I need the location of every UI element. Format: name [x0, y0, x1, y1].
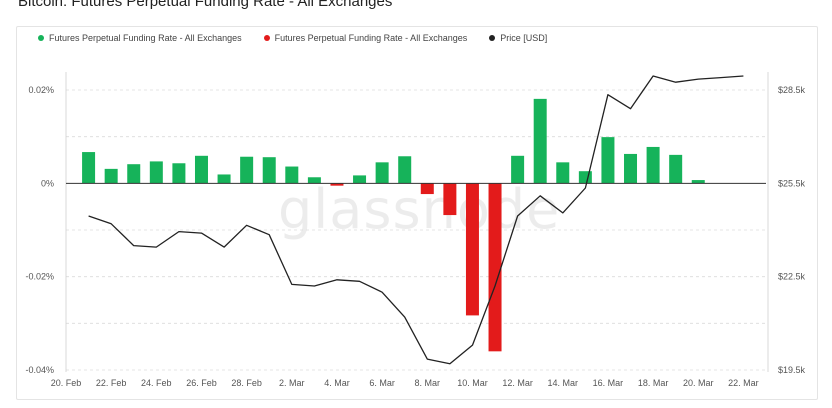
funding-bar-negative: [465, 183, 479, 316]
x-tick-label: 26. Feb: [186, 378, 217, 388]
legend-label: Price [USD]: [500, 33, 548, 43]
legend-item-negative-funding[interactable]: Futures Perpetual Funding Rate - All Exc…: [263, 33, 468, 43]
funding-bar-positive: [646, 146, 660, 184]
funding-bar-positive: [104, 168, 118, 184]
y-right-tick-label: $22.5k: [778, 272, 806, 282]
legend-item-price[interactable]: Price [USD]: [489, 33, 547, 43]
funding-bar-positive: [307, 177, 321, 184]
funding-bar-positive: [149, 161, 163, 184]
x-tick-label: 24. Feb: [141, 378, 172, 388]
funding-bar-positive: [194, 155, 208, 184]
legend-label: Futures Perpetual Funding Rate - All Exc…: [49, 33, 242, 43]
chart-legend: Futures Perpetual Funding Rate - All Exc…: [38, 33, 547, 43]
legend-marker-red: [263, 35, 270, 41]
funding-bar-positive: [240, 156, 254, 184]
funding-bar-positive: [375, 162, 389, 184]
x-tick-label: 22. Mar: [728, 378, 759, 388]
funding-bar-negative: [420, 183, 434, 195]
funding-bar-positive: [172, 163, 186, 184]
y-left-tick-label: -0.04%: [25, 365, 54, 375]
funding-bar-positive: [82, 152, 96, 184]
x-tick-label: 12. Mar: [502, 378, 533, 388]
funding-bar-positive: [353, 175, 367, 184]
funding-bar-positive: [398, 156, 412, 184]
legend-item-positive-funding[interactable]: Futures Perpetual Funding Rate - All Exc…: [38, 33, 242, 43]
x-tick-label: 18. Mar: [638, 378, 669, 388]
y-left-tick-label: 0%: [41, 178, 54, 188]
funding-bar-positive: [511, 155, 525, 184]
y-left-tick-label: 0.02%: [28, 85, 54, 95]
funding-bar-positive: [533, 98, 547, 184]
funding-bar-positive: [217, 174, 231, 184]
x-tick-label: 16. Mar: [593, 378, 624, 388]
funding-bar-positive: [669, 154, 683, 184]
x-tick-label: 10. Mar: [457, 378, 488, 388]
x-tick-label: 4. Mar: [324, 378, 350, 388]
legend-label: Futures Perpetual Funding Rate - All Exc…: [274, 33, 468, 43]
x-tick-label: 8. Mar: [415, 378, 441, 388]
y-right-tick-label: $28.5k: [778, 85, 806, 95]
funding-bar-negative: [443, 183, 457, 216]
funding-bar-negative: [488, 183, 502, 352]
funding-bar-positive: [262, 157, 276, 184]
funding-bar-positive: [601, 137, 615, 184]
y-right-tick-label: $25.5k: [778, 178, 806, 188]
x-tick-label: 14. Mar: [548, 378, 579, 388]
funding-bar-positive: [578, 171, 592, 184]
price-line: [88, 75, 744, 365]
legend-marker-green: [38, 35, 44, 41]
funding-bar-negative: [330, 183, 344, 186]
funding-bar-positive: [127, 164, 141, 184]
x-tick-label: 20. Feb: [51, 378, 82, 388]
x-tick-label: 6. Mar: [369, 378, 395, 388]
funding-bar-positive: [691, 180, 705, 184]
chart-panel: [16, 26, 818, 400]
funding-bar-positive: [285, 166, 299, 184]
x-tick-label: 20. Mar: [683, 378, 714, 388]
x-tick-label: 22. Feb: [96, 378, 127, 388]
y-right-tick-label: $19.5k: [778, 365, 806, 375]
funding-bar-positive: [556, 162, 570, 184]
x-tick-label: 28. Feb: [231, 378, 262, 388]
funding-bar-positive: [624, 153, 638, 184]
legend-marker-black: [489, 35, 496, 41]
x-tick-label: 2. Mar: [279, 378, 305, 388]
y-left-tick-label: -0.02%: [25, 272, 54, 282]
chart-title: Bitcoin: Futures Perpetual Funding Rate …: [18, 0, 393, 10]
